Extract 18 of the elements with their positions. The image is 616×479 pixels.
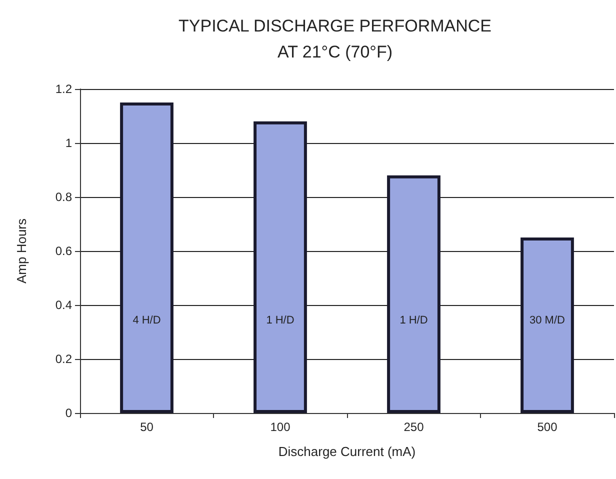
y-tick-label: 0.2 bbox=[55, 352, 72, 366]
y-tick-label: 0.4 bbox=[55, 298, 72, 312]
x-tick-label: 100 bbox=[270, 420, 291, 434]
x-tick-label: 50 bbox=[140, 420, 154, 434]
annotation: 30 M/D bbox=[530, 314, 566, 327]
y-tick-label: 0.6 bbox=[55, 244, 72, 258]
x-tick-label: 250 bbox=[404, 420, 424, 434]
x-axis-title: Discharge Current (mA) bbox=[278, 444, 416, 459]
annotation: 4 H/D bbox=[132, 314, 161, 327]
y-tick-label: 1.2 bbox=[55, 82, 72, 96]
y-tick-label: 0 bbox=[65, 406, 72, 420]
annotation: 1 H/D bbox=[400, 314, 428, 327]
y-tick-label: 1 bbox=[65, 136, 72, 150]
y-axis-title: Amp Hours bbox=[14, 218, 29, 284]
x-tick-label: 500 bbox=[537, 420, 558, 434]
chart-title: TYPICAL DISCHARGE PERFORMANCE AT 21°C (70°F) bbox=[178, 16, 492, 62]
y-tick-label: 0.8 bbox=[55, 190, 72, 204]
annotation: 1 H/D bbox=[266, 314, 294, 327]
